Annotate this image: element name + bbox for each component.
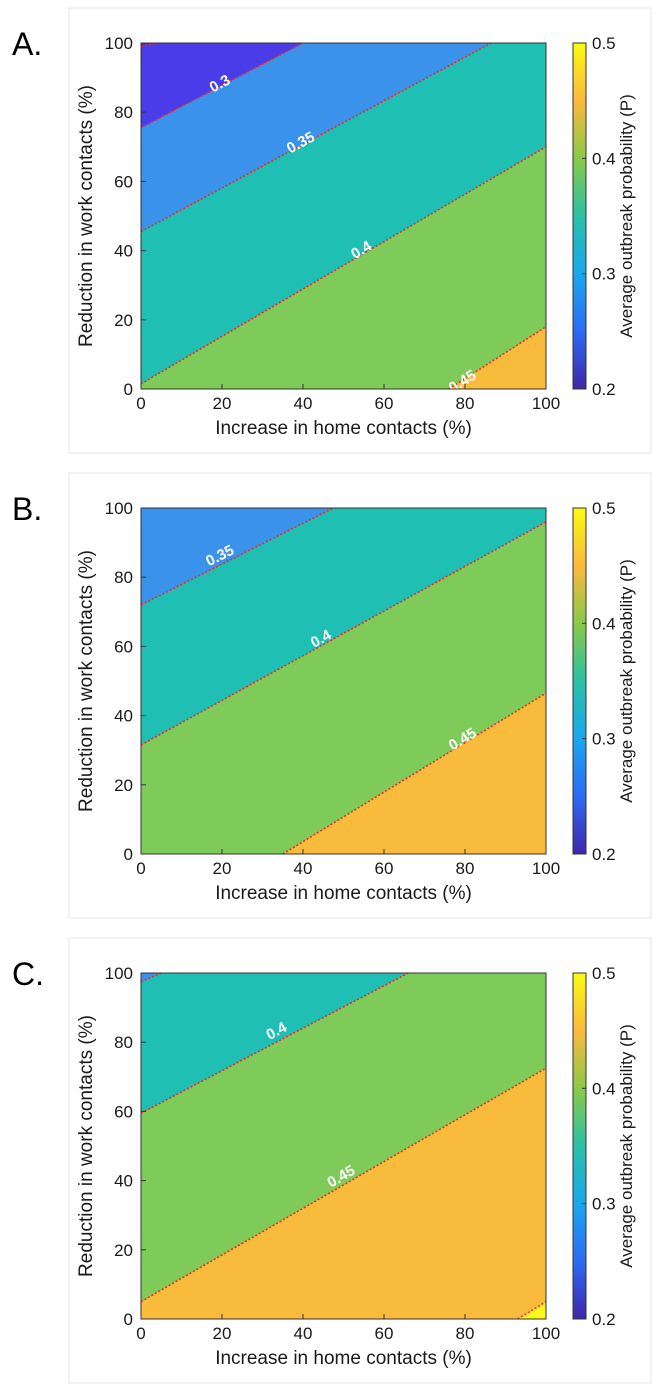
x-axis-title: Increase in home contacts (%) (215, 418, 472, 439)
x-tick-label: 60 (375, 394, 394, 413)
colorbar-tick-label: 0.5 (592, 964, 616, 983)
plot-border (140, 42, 547, 390)
plot-border (140, 507, 547, 855)
contour-line (282, 692, 547, 855)
colorbar-tick-label: 0.4 (592, 614, 616, 633)
x-axis-title: Increase in home contacts (%) (215, 883, 472, 904)
colorbar-tick-label: 0.3 (592, 1195, 616, 1214)
panel-frame (68, 937, 652, 1384)
contour-band (141, 43, 492, 232)
x-tick-label: 100 (532, 859, 560, 878)
colorbar-tick-label: 0.2 (592, 380, 616, 399)
panel-frame (68, 7, 652, 454)
panel-c: C. 0.4 0.45 0 20 40 60 80 100 0 20 40 60 80 100 Increas… (0, 930, 652, 1385)
y-tick-label: 40 (114, 242, 133, 261)
x-tick-label: 80 (456, 394, 475, 413)
y-axis-title: Reduction in work contacts (%) (76, 550, 97, 812)
colorbar-tick-label: 0.2 (592, 1310, 616, 1329)
x-tick-label: 0 (136, 859, 145, 878)
contour-line (140, 521, 547, 746)
y-axis-title: Reduction in work contacts (%) (76, 85, 97, 347)
colorbar-tick-label: 0.4 (592, 1079, 616, 1098)
y-tick-label: 60 (114, 1102, 133, 1121)
colorbar (572, 972, 587, 1320)
x-tick-label: 40 (294, 394, 313, 413)
colorbar-tick-label: 0.2 (592, 845, 616, 864)
contour-line (140, 42, 304, 129)
contour-line (140, 42, 158, 48)
panel-a: A. 0.3 0.35 0.4 0.45 0 20 40 60 80 100 0 20 40 60 80 100… (0, 0, 652, 455)
y-tick-label: 0 (124, 1310, 133, 1329)
x-tick-label: 60 (375, 859, 394, 878)
y-tick-label: 0 (124, 380, 133, 399)
contour-band (141, 973, 162, 982)
colorbar-tick-label: 0.3 (592, 730, 616, 749)
panel-b: B. 0.35 0.4 0.45 0 20 40 60 80 100 0 20 40 60 80 100 Inc… (0, 465, 652, 920)
y-tick-label: 40 (114, 707, 133, 726)
colorbar (572, 42, 587, 390)
x-tick-label: 20 (213, 1324, 232, 1343)
y-tick-label: 20 (114, 311, 133, 330)
x-tick-label: 100 (532, 1324, 560, 1343)
panel-letter: B. (12, 491, 42, 527)
colorbar-title: Average outbreak probability (P) (617, 1024, 636, 1268)
contour-line (448, 326, 547, 390)
colorbar-title: Average outbreak probability (P) (617, 94, 636, 338)
x-tick-label: 20 (213, 859, 232, 878)
colorbar-tick-label: 0.5 (592, 34, 616, 53)
x-tick-label: 20 (213, 394, 232, 413)
colorbar-title: Average outbreak probability (P) (617, 559, 636, 803)
plot-border (140, 972, 547, 1320)
y-axis-title: Reduction in work contacts (%) (76, 1015, 97, 1277)
y-tick-label: 80 (114, 1033, 133, 1052)
y-tick-label: 100 (105, 34, 133, 53)
panel-letter: A. (12, 26, 42, 62)
y-tick-label: 80 (114, 103, 133, 122)
y-tick-label: 60 (114, 637, 133, 656)
contour-band (141, 508, 546, 746)
x-tick-label: 40 (294, 859, 313, 878)
panel-letter: C. (12, 956, 44, 992)
panel-frame (68, 472, 652, 919)
y-tick-label: 80 (114, 568, 133, 587)
contour-plot-a: A.0.30.350.40.450 20 40 60 80 100020406080100… (12, 7, 652, 454)
y-tick-label: 100 (105, 964, 133, 983)
y-tick-label: 0 (124, 845, 133, 864)
x-tick-label: 80 (456, 1324, 475, 1343)
x-tick-label: 100 (532, 394, 560, 413)
contour-line (517, 1301, 547, 1320)
x-tick-label: 0 (136, 394, 145, 413)
colorbar-tick-label: 0.3 (592, 265, 616, 284)
colorbar (572, 507, 587, 855)
colorbar-tick-label: 0.4 (592, 149, 616, 168)
y-tick-label: 20 (114, 776, 133, 795)
contour-plot-c: C.0.40.450 20 40 60 80 100020406080100Increas… (12, 937, 652, 1384)
y-tick-label: 100 (105, 499, 133, 518)
y-tick-label: 60 (114, 172, 133, 191)
contour-plot-b: B.0.350.40.450 20 40 60 80 100020406080100Inc… (12, 472, 652, 919)
x-tick-label: 80 (456, 859, 475, 878)
x-tick-label: 0 (136, 1324, 145, 1343)
x-tick-label: 40 (294, 1324, 313, 1343)
y-tick-label: 40 (114, 1172, 133, 1191)
contour-line (140, 1067, 547, 1303)
x-tick-label: 60 (375, 1324, 394, 1343)
x-axis-title: Increase in home contacts (%) (215, 1348, 472, 1369)
colorbar-tick-label: 0.5 (592, 499, 616, 518)
y-tick-label: 20 (114, 1241, 133, 1260)
